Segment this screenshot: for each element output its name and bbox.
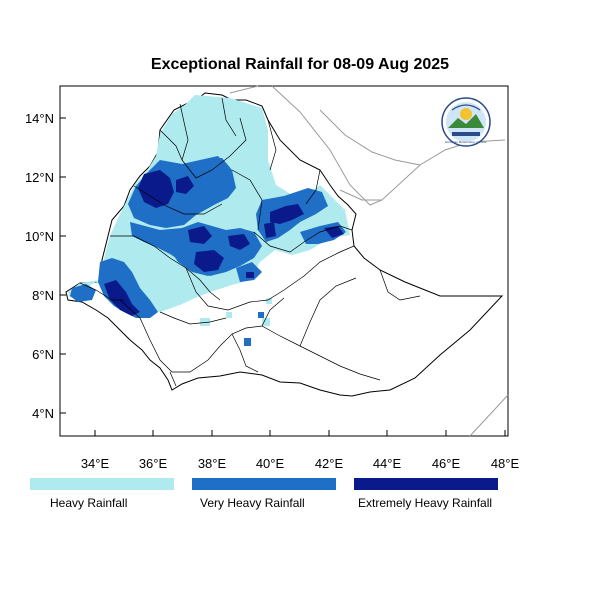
regional-boundaries (79, 97, 421, 387)
neighbor-boundaries (229, 85, 509, 437)
x-axis-ticks: 34°E 36°E 38°E 40°E 42°E 44°E 46°E 48°E (81, 430, 520, 471)
x-tick-label: 42°E (315, 456, 344, 471)
legend-label: Extremely Heavy Rainfall (358, 496, 493, 510)
x-tick-label: 48°E (491, 456, 520, 471)
map-title: Exceptional Rainfall for 08-09 Aug 2025 (150, 56, 450, 73)
legend-swatch (192, 478, 336, 490)
x-tick-label: 46°E (432, 456, 461, 471)
institute-logo: Ethiopian Meteorology Institute (441, 97, 491, 147)
x-tick-label: 34°E (81, 456, 110, 471)
logo-caption: Ethiopian Meteorology Institute (445, 140, 487, 144)
y-tick-label: 8°N (32, 288, 54, 303)
legend-label: Very Heavy Rainfall (200, 496, 305, 510)
x-tick-label: 36°E (139, 456, 168, 471)
x-tick-label: 44°E (373, 456, 402, 471)
y-axis-ticks: 4°N 6°N 8°N 10°N 12°N 14°N (25, 111, 66, 421)
rainfall-areas (68, 95, 350, 346)
legend-swatch (30, 478, 174, 490)
y-tick-label: 4°N (32, 406, 54, 421)
x-tick-label: 40°E (256, 456, 285, 471)
y-tick-label: 14°N (25, 111, 54, 126)
legend-swatch (354, 478, 498, 490)
y-tick-label: 6°N (32, 347, 54, 362)
y-tick-label: 10°N (25, 229, 54, 244)
y-tick-label: 12°N (25, 170, 54, 185)
x-tick-label: 38°E (198, 456, 227, 471)
legend-label: Heavy Rainfall (50, 496, 128, 510)
